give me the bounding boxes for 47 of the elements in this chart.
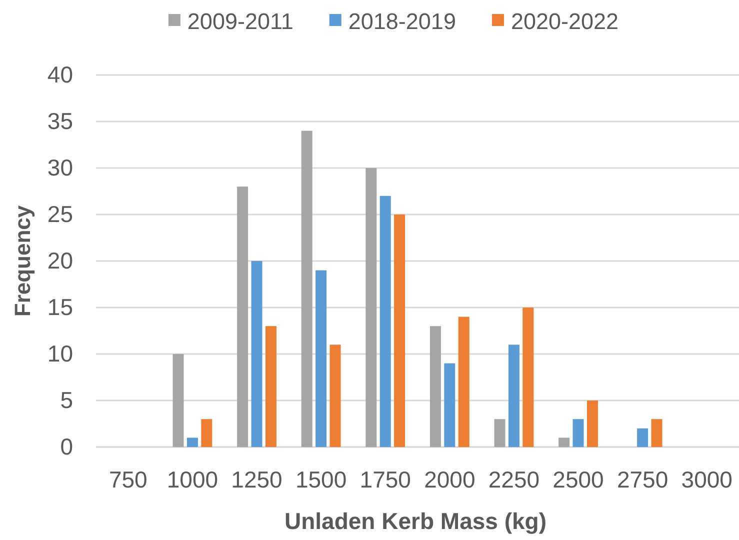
y-tick-label: 25: [47, 200, 73, 227]
bar: [172, 354, 184, 447]
bar: [237, 186, 248, 447]
y-tick-label: 35: [47, 108, 73, 134]
y-tick-label: 10: [47, 340, 73, 366]
bar: [301, 130, 312, 447]
bar: [316, 270, 327, 447]
legend-label: 2018-2019: [348, 9, 456, 34]
bar: [251, 261, 262, 447]
x-tick-label: 1500: [295, 466, 347, 492]
x-tick-label: 1750: [360, 466, 411, 492]
bar: [572, 419, 584, 447]
bar: [330, 344, 341, 447]
x-tick-label: 750: [108, 466, 148, 492]
bar: [494, 419, 506, 447]
legend-label: 2020-2022: [510, 9, 619, 34]
bar: [508, 344, 520, 447]
x-tick-label: 2750: [616, 466, 668, 492]
bar: [265, 326, 276, 447]
bar: [366, 168, 377, 447]
bar: [430, 326, 441, 447]
bar: [458, 316, 470, 447]
x-tick-label: 1250: [231, 466, 282, 492]
x-axis-title: Unladen Kerb Mass (kg): [284, 508, 546, 534]
bar: [201, 419, 212, 447]
bar: [637, 428, 648, 447]
y-tick-label: 0: [60, 433, 73, 460]
bar: [586, 400, 598, 447]
x-tick-label: 2000: [424, 466, 476, 492]
legend-label: 2009-2011: [187, 9, 294, 34]
y-tick-label: 30: [47, 154, 73, 180]
y-tick-label: 40: [47, 61, 73, 88]
bar: [444, 363, 456, 447]
y-axis-title: Frequency: [10, 204, 35, 317]
x-tick-label: 2250: [488, 466, 540, 492]
x-tick-label: 1000: [166, 466, 218, 492]
y-tick-label: 5: [60, 386, 73, 413]
x-tick-label: 3000: [681, 466, 732, 492]
y-tick-label: 20: [47, 247, 73, 274]
y-tick-label: 15: [47, 294, 73, 320]
x-tick-label: 2500: [552, 466, 604, 492]
bar: [651, 419, 662, 447]
bar: [394, 214, 406, 447]
bar: [186, 438, 198, 447]
bar: [522, 308, 534, 447]
bar: [558, 438, 570, 447]
bar: [380, 196, 391, 447]
